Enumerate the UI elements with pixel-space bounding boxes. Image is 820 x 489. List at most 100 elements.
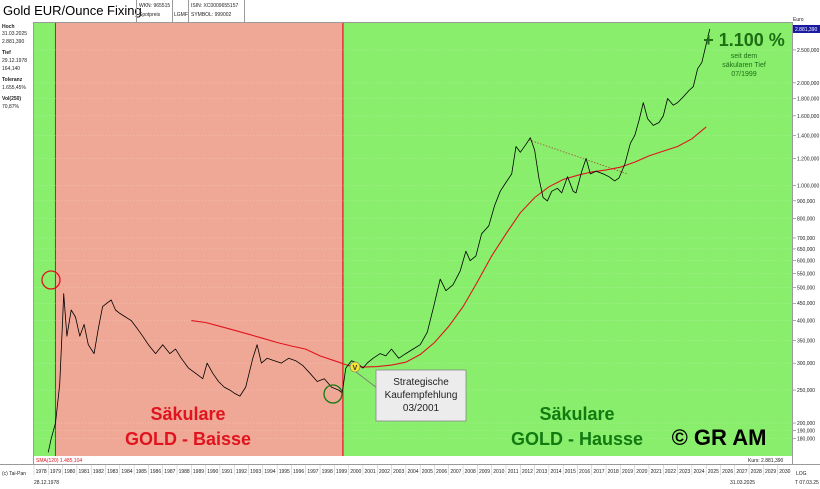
x-tick-label: 1986 xyxy=(150,469,161,475)
y-tick-label: 1.600,000 xyxy=(797,114,819,120)
x-tick-label: 1982 xyxy=(93,469,104,475)
gain-sub-line-2: säkularen Tief xyxy=(722,62,766,69)
x-tick-label: 1980 xyxy=(64,469,75,475)
x-tick-label: 1997 xyxy=(307,469,318,475)
x-tick-label: 2026 xyxy=(722,469,733,475)
y-tick-label: 190,000 xyxy=(797,429,815,435)
gain-sub-line-1: seit dem xyxy=(731,53,758,60)
chart-annotations: + 1.100 % seit dem säkularen Tief 07/199… xyxy=(41,30,785,450)
y-tick-label: 500,000 xyxy=(797,286,815,292)
x-tick-label: 1989 xyxy=(193,469,204,475)
y-tick-label: 1.200,000 xyxy=(797,156,819,162)
last-price-label: Kurs: 2.881,390 xyxy=(748,458,784,464)
gold-price-line xyxy=(47,28,711,453)
x-tick-label: 2024 xyxy=(693,469,704,475)
x-tick-label: 2013 xyxy=(536,469,547,475)
x-tick-label: 2008 xyxy=(465,469,476,475)
header-divider xyxy=(136,0,137,22)
gain-sub-line-3: 07/1999 xyxy=(731,71,756,78)
isin-label: ISIN: XC0009655157 xyxy=(191,3,239,9)
y-tick-label: 1.000,000 xyxy=(797,183,819,189)
y-tick-label: 900,000 xyxy=(797,199,815,205)
y-tick-label: 2.500,000 xyxy=(797,48,819,54)
chart-header: Gold EUR/Ounce Fixing WKN: 965515 Spotpr… xyxy=(0,0,820,23)
y-tick-label: 450,000 xyxy=(797,301,815,307)
buy-box-line-2: Kaufempfehlung xyxy=(385,390,458,401)
y-tick-label: 300,000 xyxy=(797,361,815,367)
chart-title: Gold EUR/Ounce Fixing xyxy=(3,3,142,18)
x-tick-label: 1988 xyxy=(179,469,190,475)
y-tick-label: 600,000 xyxy=(797,259,815,265)
gain-percent-label: + 1.100 % xyxy=(703,30,785,50)
x-tick-label: 2023 xyxy=(679,469,690,475)
x-tick-label: 2015 xyxy=(565,469,576,475)
y-tick-label: 200,000 xyxy=(797,421,815,427)
buy-box-line-3: 03/2001 xyxy=(403,403,440,414)
end-date-short-label: T 07.03.25 xyxy=(795,480,819,486)
y-tick-label: 2.000,000 xyxy=(797,81,819,87)
low-1999-circle xyxy=(323,384,343,404)
y-tick-label: 1.400,000 xyxy=(797,134,819,140)
stat-high-label: Hoch xyxy=(2,24,15,30)
x-tick-label: 1979 xyxy=(50,469,61,475)
x-tick-label: 1987 xyxy=(164,469,175,475)
x-tick-label: 1992 xyxy=(236,469,247,475)
x-tick-label: 2002 xyxy=(379,469,390,475)
x-tick-label: 1984 xyxy=(121,469,132,475)
sma-120-line xyxy=(191,126,707,368)
x-tick-label: 2007 xyxy=(450,469,461,475)
x-tick-label: 2025 xyxy=(708,469,719,475)
x-tick-label: 1999 xyxy=(336,469,347,475)
chart-series xyxy=(47,28,711,453)
header-divider xyxy=(244,0,245,22)
end-date-label: 31.03.2025 xyxy=(730,480,756,486)
x-tick-label: 2005 xyxy=(422,469,433,475)
type-label: Spotpreis xyxy=(139,12,161,18)
x-tick-label: 2030 xyxy=(779,469,790,475)
x-tick-label: 1994 xyxy=(264,469,275,475)
chart-background xyxy=(34,23,792,456)
x-tick-label: 2010 xyxy=(493,469,504,475)
stat-low-label: Tief xyxy=(2,50,11,56)
buy-recommendation-box: Strategische Kaufempfehlung 03/2001 xyxy=(355,369,467,422)
log-label: LOG xyxy=(796,471,807,477)
x-tick-label: 1983 xyxy=(107,469,118,475)
wkn-label: WKN: 965515 xyxy=(139,3,171,9)
x-tick-label: 2028 xyxy=(751,469,762,475)
baisse-region xyxy=(55,23,343,456)
copyright-label: © GR AM xyxy=(672,425,767,450)
x-tick-label: 1985 xyxy=(136,469,147,475)
buy-marker-letter: V xyxy=(353,365,358,372)
x-tick-label: 2020 xyxy=(636,469,647,475)
x-axis: 1978 1979 1980 1981 1982 1983 1984 1985 1986 1987… xyxy=(33,465,791,475)
stat-volatility-label: Vol(250) xyxy=(2,96,22,102)
x-tick-label: 2011 xyxy=(508,469,519,475)
header-divider xyxy=(172,0,173,22)
hausse-label-line-2: GOLD - Hausse xyxy=(511,429,643,449)
x-tick-label: 1996 xyxy=(293,469,304,475)
high-1980-circle xyxy=(41,270,61,290)
x-tick-label: 2017 xyxy=(593,469,604,475)
x-tick-label: 1998 xyxy=(322,469,333,475)
x-tick-label: 1981 xyxy=(78,469,89,475)
hausse-label-line-1: Säkulare xyxy=(539,404,614,424)
ma-legend: SMA(120) 1.485,104 xyxy=(36,458,83,464)
last-value-label: 2.881,390 xyxy=(795,27,817,33)
x-tick-label: 2003 xyxy=(393,469,404,475)
y-tick-label: 400,000 xyxy=(797,319,815,325)
baisse-label-line-2: GOLD - Baisse xyxy=(125,429,251,449)
buy-box-line-1: Strategische xyxy=(393,377,449,388)
y-tick-label: 800,000 xyxy=(797,216,815,222)
stat-tolerance-label: Toleranz xyxy=(2,77,23,83)
x-tick-label: 2004 xyxy=(407,469,418,475)
stat-high-date: 31.03.2025 xyxy=(2,31,28,37)
x-tick-label: 2019 xyxy=(622,469,633,475)
x-tick-label: 2027 xyxy=(736,469,747,475)
buy-marker: V xyxy=(349,361,361,373)
y-tick-label: 250,000 xyxy=(797,388,815,394)
x-tick-label: 2016 xyxy=(579,469,590,475)
x-tick-label: 1990 xyxy=(207,469,218,475)
x-tick-label: 2009 xyxy=(479,469,490,475)
footer-panel: 1978 1979 1980 1981 1982 1983 1984 1985 1986 1987… xyxy=(0,464,820,489)
